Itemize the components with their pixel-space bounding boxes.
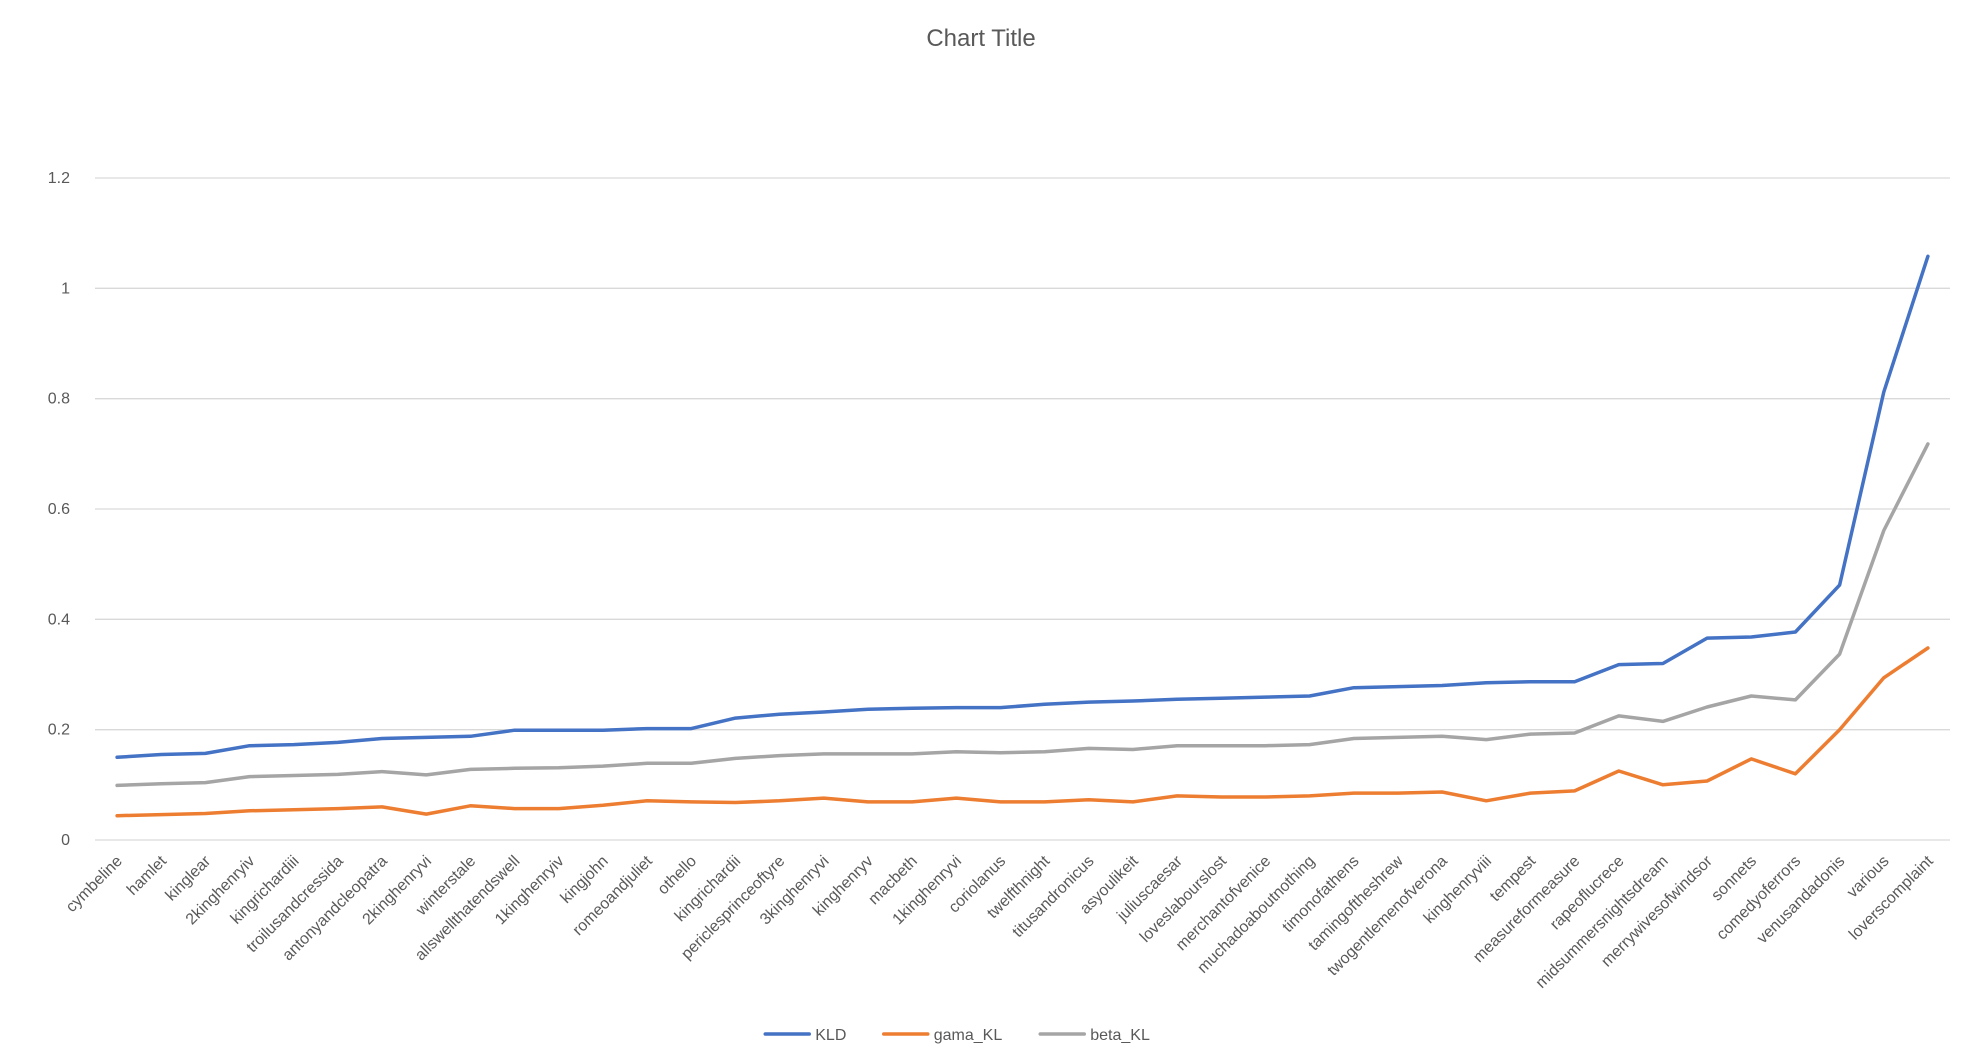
- legend-label: KLD: [815, 1027, 846, 1044]
- chart-title: Chart Title: [926, 25, 1035, 52]
- y-tick-label: 0.6: [48, 501, 70, 518]
- series-lines: [115, 254, 1930, 818]
- gridlines: [95, 177, 1950, 841]
- y-axis-tick-labels: 0 0.2 0.4 0.6 0.8 1 1.2: [48, 170, 70, 849]
- y-tick-label: 1.2: [48, 170, 70, 187]
- legend-label: beta_KL: [1090, 1027, 1150, 1044]
- y-tick-label: 0.2: [48, 722, 70, 739]
- y-tick-label: 0.4: [48, 611, 70, 628]
- legend-label: gama_KL: [934, 1027, 1003, 1044]
- series-line-gama-kl: [115, 646, 1930, 818]
- x-tick-label: loverscomplaint: [1846, 852, 1937, 943]
- series-line-beta-kl: [115, 442, 1930, 788]
- x-axis-tick-labels: cymbelinehamletkinglear2kinghenryivkingr…: [63, 852, 1937, 991]
- series-line-kld: [115, 254, 1930, 760]
- y-tick-label: 0.8: [48, 391, 70, 408]
- x-tick-label: romeoandjuliet: [570, 852, 657, 939]
- legend: KLD gama_KL beta_KL: [763, 1027, 1150, 1044]
- legend-item-beta-kl: beta_KL: [1038, 1027, 1150, 1044]
- y-tick-label: 1: [61, 280, 70, 297]
- y-tick-label: 0: [61, 832, 70, 849]
- legend-item-gama-kl: gama_KL: [882, 1027, 1003, 1044]
- x-tick-label: timonofathens: [1279, 853, 1362, 936]
- legend-item-kld: KLD: [763, 1027, 846, 1044]
- x-tick-label: cymbeline: [63, 853, 126, 916]
